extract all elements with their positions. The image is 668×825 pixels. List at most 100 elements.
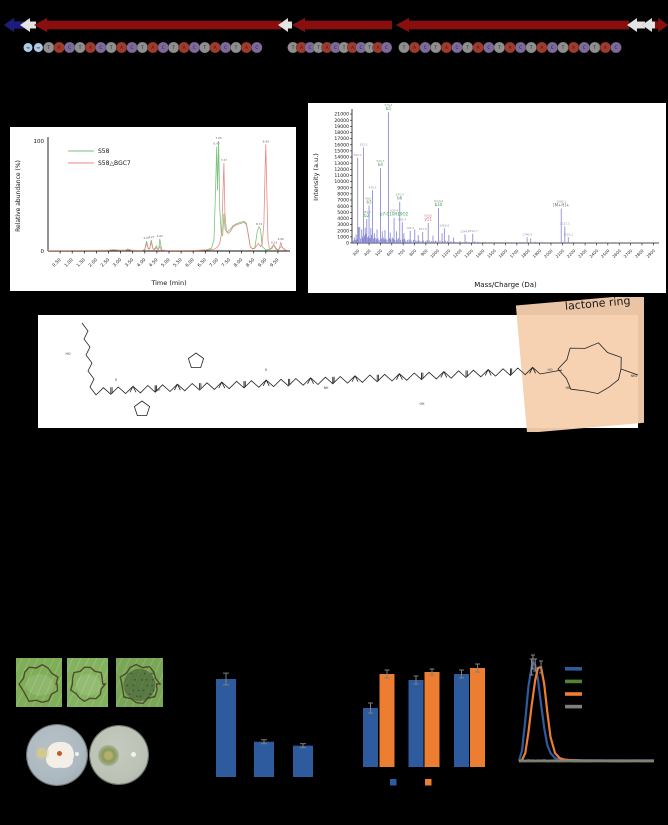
y-tick-label: 20000: [334, 118, 349, 124]
y-tick-label: 13000: [334, 161, 349, 167]
x-tick-label: 4.50: [148, 257, 159, 268]
growth-curve-chart: [517, 654, 655, 763]
side-chain: [174, 383, 178, 391]
x-tick-label: 8.00: [233, 257, 244, 268]
legend-swatch: [565, 667, 582, 671]
x-tick-label: 1900: [532, 248, 543, 259]
y-tick-label: 11000: [334, 173, 349, 179]
y-tick-label: 5000: [337, 210, 349, 216]
ion-mz-value: 500.3: [376, 159, 384, 163]
domain-letter: A: [572, 45, 575, 50]
bar: [379, 674, 395, 767]
necrotic-speckle: [128, 693, 131, 696]
peak-rt-label: 6.97: [214, 142, 220, 146]
side-chain: [396, 373, 400, 380]
side-chain: [351, 375, 356, 382]
peak-mz-label: 1312.7: [468, 229, 478, 233]
ms-spectrum-plot: 0100020003000400050006000700080009000100…: [312, 103, 659, 289]
domain-letter: A: [58, 45, 61, 50]
lipid-tail: [81, 322, 97, 396]
x-tick-label: 1.00: [63, 257, 74, 268]
ion-mz-value: 620.4: [390, 209, 398, 213]
proline-ring: [187, 352, 205, 368]
atom-label: OH: [420, 402, 426, 406]
growth-curve-0: [517, 660, 654, 762]
leaf-vein: [31, 657, 55, 708]
atom-label: NH: [324, 386, 329, 390]
domain-letter: C: [487, 45, 490, 50]
domain-te: [33, 42, 44, 53]
y-tick-label: 2000: [337, 228, 349, 234]
gene-other-1-arrow: [19, 17, 37, 33]
ion-label: b6: [397, 196, 403, 201]
domain-letter: T: [47, 45, 51, 50]
domain-letter: T: [291, 45, 295, 50]
y-axis-title: Relative abundance (%): [15, 160, 22, 232]
side-chain: [177, 383, 181, 391]
x-tick-label: 2200: [566, 248, 577, 259]
y-tick-label: 17000: [334, 136, 349, 142]
domain-letter: A: [445, 45, 448, 50]
side-chain: [218, 381, 223, 389]
legend-label: S58△BGC7: [98, 160, 131, 167]
domain-letter: C: [551, 45, 554, 50]
ion-mz-value: 920.5: [424, 214, 432, 218]
x-tick-label: 300: [351, 248, 360, 257]
x-tick-label: 8.50: [245, 257, 256, 268]
peak-mz-label: 1244.7: [460, 230, 470, 234]
side-chain: [440, 371, 445, 378]
bar: [454, 674, 469, 767]
domain-letter: T: [140, 45, 144, 50]
gene-nrps-2-arrow: [291, 17, 393, 33]
x-tick-label: 1600: [497, 248, 508, 259]
x-tick-label: 3.00: [112, 257, 123, 268]
x-axis-title: Time (min): [150, 279, 186, 287]
bar: [293, 745, 313, 777]
petri-dish-photo-2: [90, 726, 148, 784]
necrotic-area: [123, 668, 156, 702]
domain-letter: T: [561, 45, 565, 50]
y-tick-label: 21000: [334, 112, 349, 118]
bacterial-colony: [37, 748, 47, 758]
bar: [424, 672, 440, 767]
necrotic-speckle: [148, 693, 151, 696]
x-tick-label: 3.50: [124, 257, 135, 268]
bar: [216, 679, 236, 777]
x-tick-label: 2100: [554, 248, 565, 259]
marker-circle: [69, 666, 107, 703]
domain-letter: C: [456, 45, 459, 50]
paper-disc: [75, 752, 79, 756]
domain-letter: A: [377, 45, 380, 50]
atom-label: HO: [548, 368, 553, 372]
marker-circle: [119, 663, 162, 705]
domain-letter: C: [193, 45, 196, 50]
domain-letter: C: [131, 45, 134, 50]
legend-swatch: [425, 779, 432, 786]
necrotic-speckle: [132, 684, 135, 687]
ion-mz-value: 2090.1: [556, 199, 566, 203]
domain-letter: A: [300, 45, 303, 50]
leaf-sheen: [76, 674, 101, 696]
petri-dish-photo-1: [27, 725, 87, 785]
gene-other-2-arrow: [277, 17, 293, 33]
x-tick-label: 2700: [623, 248, 634, 259]
domain-letter: T: [465, 45, 469, 50]
leaf-photo-2: [50, 657, 162, 708]
y-tick-label: 10000: [334, 179, 349, 185]
domain-letter: T: [529, 45, 533, 50]
peak-mz-label: 762.4: [406, 226, 414, 230]
domain-letter: A: [413, 45, 416, 50]
domain-letter: C: [424, 45, 427, 50]
necrotic-speckle: [144, 672, 146, 675]
chromatogram-panel: 0 100 0.50 1.00 1.50 2.00 2.50 3.00 3.50 4.00 4.50…: [10, 127, 296, 291]
atom-label: O: [265, 368, 268, 372]
ring-connector: [539, 369, 563, 375]
peak-rt-label: 8.74: [256, 222, 262, 226]
y-axis-title: Intensity (a.u.): [312, 153, 320, 201]
necrotic-speckle: [130, 672, 133, 675]
atom-label: O: [115, 378, 118, 382]
ion-label: b10: [435, 202, 443, 207]
domain-letter: C: [334, 45, 337, 50]
side-chain: [262, 379, 267, 387]
domain-letter: T: [342, 45, 346, 50]
